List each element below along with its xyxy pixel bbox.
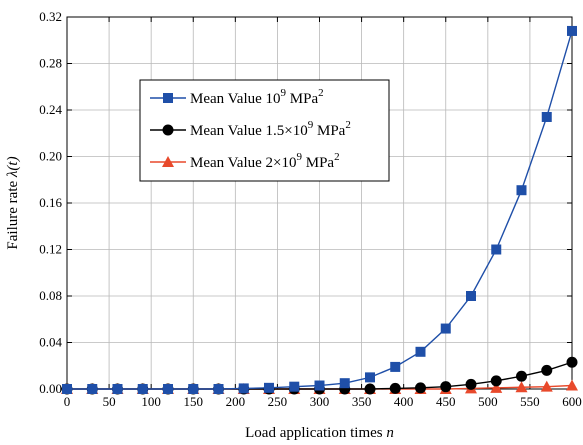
legend-marker (162, 156, 174, 167)
data-point (364, 383, 376, 395)
x-axis-label-text: Load application times (245, 425, 383, 441)
y-tick-label: 0.04 (39, 335, 62, 350)
data-point (515, 381, 528, 393)
grid (66, 16, 573, 390)
data-point (137, 384, 148, 394)
data-point (541, 111, 552, 122)
y-tick-label: 0.08 (39, 288, 62, 303)
legend-label: Mean Value 1.5×109 MPa2 (190, 119, 351, 139)
y-tick-label: 0.16 (39, 195, 62, 210)
data-point (465, 378, 477, 390)
data-point (213, 384, 224, 394)
data-point (540, 380, 553, 392)
data-point (541, 364, 553, 376)
x-tick-label: 200 (226, 394, 246, 409)
data-point (490, 375, 502, 387)
legend-label: Mean Value 2×109 MPa2 (190, 151, 340, 171)
legend-entry: Mean Value 2×109 MPa2 (150, 151, 340, 171)
y-tick-label: 0.28 (39, 56, 62, 71)
legend-label-exp: 9 (308, 119, 314, 131)
x-tick-label: 600 (562, 394, 582, 409)
data-point (415, 382, 426, 394)
x-axis-label: Load application times n (245, 425, 394, 441)
data-point (566, 356, 578, 368)
legend-label-main: Mean Value 10 (190, 91, 281, 107)
x-tick-label: 550 (520, 394, 540, 409)
data-point (440, 323, 451, 334)
y-tick-label: 0.00 (39, 381, 62, 396)
data-point (567, 25, 577, 36)
x-tick-label: 450 (436, 394, 456, 409)
data-point (389, 382, 401, 394)
x-axis-label-var: n (386, 425, 394, 441)
x-tick-label: 500 (478, 394, 498, 409)
data-point (238, 383, 249, 394)
data-point (264, 382, 274, 393)
x-tick-label: 250 (268, 394, 288, 409)
legend-label-unit: MPa (302, 155, 334, 171)
y-axis-label-var: λ(t) (5, 156, 21, 178)
data-point (390, 361, 401, 372)
y-axis-label: Failure rate λ(t) (5, 156, 21, 249)
data-point (466, 291, 476, 301)
series-square (62, 25, 577, 394)
legend-label: Mean Value 109 MPa2 (190, 87, 324, 107)
x-tick-label: 50 (103, 394, 116, 409)
legend-marker (163, 93, 173, 103)
legend-marker (162, 124, 174, 136)
legend-label-unit: MPa (286, 91, 318, 107)
data-point (62, 384, 72, 394)
data-point (415, 346, 426, 357)
x-tick-label: 0 (64, 394, 71, 409)
legend-label-main: Mean Value 2×10 (190, 155, 297, 171)
data-point (490, 381, 503, 393)
legend-label-unit-exp: 2 (345, 119, 351, 131)
legend-label-unit-exp: 2 (334, 151, 340, 163)
legend-label-exp: 9 (297, 151, 303, 163)
legend-label-main: Mean Value 1.5×10 (190, 123, 308, 139)
data-point (314, 380, 325, 391)
legend-label-unit: MPa (313, 123, 345, 139)
y-axis-label-text: Failure rate (5, 181, 21, 250)
data-point (112, 384, 123, 394)
axis-ticks: 0 50 100 150 200 250 300 350 400 450 500 550 600 0.00… (39, 9, 582, 409)
data-point (491, 244, 502, 255)
legend-label-unit-exp: 2 (318, 87, 324, 99)
data-point (440, 381, 452, 393)
x-tick-label: 300 (310, 394, 330, 409)
data-point (566, 379, 578, 391)
y-tick-label: 0.24 (39, 102, 62, 117)
data-point (516, 185, 527, 196)
y-tick-label: 0.12 (39, 242, 62, 257)
x-tick-label: 350 (352, 394, 372, 409)
y-tick-label: 0.32 (39, 9, 62, 24)
x-tick-label: 100 (141, 394, 161, 409)
y-tick-label: 0.20 (39, 149, 62, 164)
data-point (188, 384, 199, 394)
legend-entry: Mean Value 109 MPa2 (150, 87, 324, 107)
data-point (365, 372, 375, 383)
data-point (339, 378, 350, 389)
legend-entry: Mean Value 1.5×109 MPa2 (150, 119, 351, 139)
data-point (289, 381, 300, 392)
legend-label-exp: 9 (281, 87, 287, 99)
data-point (87, 384, 98, 394)
series-group (61, 25, 578, 395)
x-tick-label: 150 (184, 394, 204, 409)
x-tick-label: 400 (394, 394, 414, 409)
data-point (163, 384, 173, 394)
data-point (516, 370, 527, 382)
